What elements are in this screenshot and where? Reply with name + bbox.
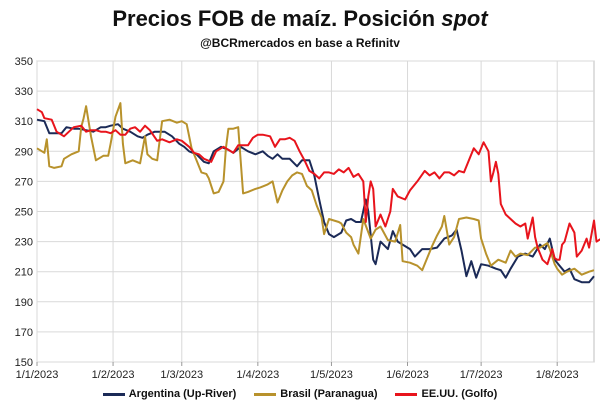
y-tick-label: 330 xyxy=(15,86,33,98)
x-tick-label: 1/5/2023 xyxy=(310,369,353,381)
y-tick-label: 170 xyxy=(15,327,33,339)
y-tick-label: 150 xyxy=(15,357,33,369)
x-tick-label: 1/8/2023 xyxy=(536,369,579,381)
y-tick-label: 190 xyxy=(15,297,33,309)
legend-label-brasil: Brasil (Paranagua) xyxy=(280,388,378,400)
y-tick-label: 350 xyxy=(15,56,33,68)
y-tick-label: 310 xyxy=(15,116,33,128)
legend-label-argentina: Argentina (Up-River) xyxy=(128,388,237,400)
y-tick-label: 210 xyxy=(15,267,33,279)
y-tick-label: 270 xyxy=(15,176,33,188)
x-tick-label: 1/4/2023 xyxy=(236,369,279,381)
series-line-eeuu xyxy=(36,108,600,266)
y-tick-label: 250 xyxy=(15,207,33,219)
x-tick-label: 1/2/2023 xyxy=(92,369,135,381)
y-tick-label: 290 xyxy=(15,146,33,158)
y-tick-label: 230 xyxy=(15,237,33,249)
legend-item-eeuu: EE.UU. (Golfo) xyxy=(395,388,497,400)
series-line-argentina xyxy=(36,118,595,284)
chart-subtitle: @BCRmercados en base a Refinitv xyxy=(200,36,400,50)
legend-item-argentina: Argentina (Up-River) xyxy=(102,388,237,400)
x-tick-label: 1/3/2023 xyxy=(160,369,203,381)
x-tick-label: 1/7/2023 xyxy=(460,369,503,381)
series-line-brasil xyxy=(36,102,595,276)
chart-title: Precios FOB de maíz. Posición spot xyxy=(112,6,488,31)
legend-swatch-eeuu xyxy=(395,392,418,396)
legend-label-eeuu: EE.UU. (Golfo) xyxy=(421,388,498,400)
x-tick-label: 1/1/2023 xyxy=(16,369,59,381)
legend-swatch-argentina xyxy=(102,392,125,396)
legend-item-brasil: Brasil (Paranagua) xyxy=(254,388,377,400)
x-tick-label: 1/6/2023 xyxy=(386,369,429,381)
chart-legend: Argentina (Up-River) Brasil (Paranagua) … xyxy=(0,388,600,400)
legend-swatch-brasil xyxy=(254,392,277,396)
